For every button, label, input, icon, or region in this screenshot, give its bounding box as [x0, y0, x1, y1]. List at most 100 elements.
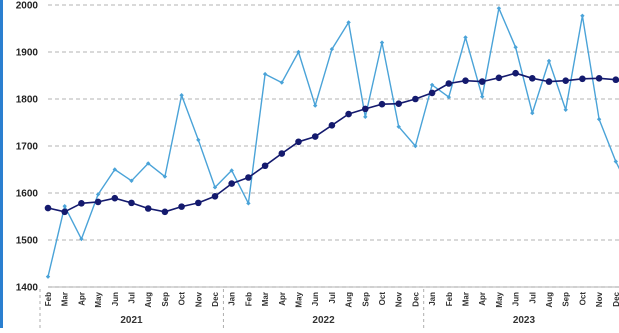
series-point [446, 80, 453, 87]
series-point [363, 115, 367, 119]
series-point [580, 14, 584, 18]
series-point [345, 111, 352, 118]
series-line [48, 73, 619, 212]
x-tick-label: Jul [528, 292, 537, 304]
series-point [295, 138, 302, 145]
x-tick-label: Nov [395, 291, 404, 307]
x-tick-label: Oct [178, 292, 187, 306]
x-tick-label: Mar [61, 292, 70, 306]
y-tick-label: 1700 [16, 142, 39, 153]
x-tick-label: Apr [77, 292, 86, 306]
series-point [195, 200, 202, 207]
y-tick-label: 1800 [16, 95, 39, 106]
x-tick-label: May [495, 291, 504, 307]
x-tick-label: Dec [211, 291, 220, 306]
x-axis: Feb Mar Apr May Jun Jul Aug Sep Oct Nov Dec Jan Feb M… [40, 287, 619, 328]
series-point [179, 93, 183, 97]
x-tick-label: Dec [411, 291, 420, 306]
series-point [46, 274, 50, 278]
series-point [513, 45, 517, 49]
series-point [497, 6, 501, 10]
series-point [479, 78, 486, 85]
x-tick-label: Mar [462, 292, 471, 306]
series-point [212, 193, 219, 200]
x-tick-label: May [94, 291, 103, 307]
x-tick-label: Nov [194, 291, 203, 307]
x-tick-label: Jul [128, 292, 137, 304]
series-point [262, 162, 269, 169]
series-point [463, 35, 467, 39]
series-point [480, 94, 484, 98]
y-axis: 1400 1500 1600 1700 1800 1900 2000 [16, 1, 39, 294]
x-tick-label: Feb [44, 292, 53, 306]
series-point [312, 133, 319, 140]
x-tick-label: Jan [428, 292, 437, 306]
y-tick-label: 1600 [16, 189, 39, 200]
x-tick-label: Jun [111, 292, 120, 306]
series-point [530, 111, 534, 115]
series-point [112, 195, 119, 202]
series-point [597, 117, 601, 121]
series-point [145, 205, 152, 212]
x-tick-label: Aug [545, 292, 554, 308]
series-point [313, 103, 317, 107]
series-point [329, 122, 336, 129]
series-point [429, 90, 436, 97]
series-line [48, 8, 619, 276]
x-tick-label: Mar [261, 292, 270, 306]
y-tick-label: 1900 [16, 48, 39, 59]
series-point [178, 203, 185, 210]
series-point [562, 77, 569, 84]
x-tick-label: Feb [445, 292, 454, 306]
x-tick-label: Sep [562, 292, 571, 307]
series-point [496, 75, 503, 82]
series-point [162, 209, 169, 216]
x-tick-label: Apr [278, 292, 287, 306]
x-tick-label: Jun [311, 292, 320, 306]
series-point [564, 108, 568, 112]
year-label: 2023 [513, 315, 536, 326]
x-tick-label: Nov [595, 291, 604, 307]
y-tick-label: 2000 [16, 1, 39, 12]
y-tick-label: 1400 [16, 283, 39, 294]
x-tick-label: Aug [144, 292, 153, 308]
series-point [45, 205, 52, 212]
x-tick-label: Sep [361, 292, 370, 307]
series-point [579, 75, 586, 82]
x-tick-label: Apr [478, 292, 487, 306]
chart-frame-border [0, 0, 3, 328]
x-tick-label: Jun [512, 292, 521, 306]
series-point [362, 106, 369, 113]
x-tick-label: Feb [244, 292, 253, 306]
year-label: 2021 [120, 315, 143, 326]
year-label: 2022 [312, 315, 335, 326]
x-tick-label: Oct [578, 292, 587, 306]
series-point [279, 150, 286, 157]
series-point [95, 199, 102, 206]
x-tick-label: Aug [345, 292, 354, 308]
series-point [613, 76, 619, 83]
x-tick-label: Dec [612, 291, 619, 306]
series-point [228, 180, 235, 187]
series-point [196, 138, 200, 142]
series-point [380, 40, 384, 44]
series-point [529, 75, 536, 82]
series-point [61, 209, 68, 216]
x-tick-label: May [295, 291, 304, 307]
series-point [395, 100, 402, 107]
series-group [45, 6, 619, 279]
series-point [128, 200, 135, 207]
y-tick-label: 1500 [16, 236, 39, 247]
series-point [462, 77, 469, 84]
series-point [596, 75, 603, 82]
series-point [245, 174, 252, 181]
series-point [546, 78, 553, 85]
series-point [78, 200, 85, 207]
x-tick-label: Oct [378, 292, 387, 306]
series-point [412, 96, 419, 103]
x-tick-label: Jan [228, 292, 237, 306]
x-tick-label: Sep [161, 292, 170, 307]
x-tick-label: Jul [328, 292, 337, 304]
